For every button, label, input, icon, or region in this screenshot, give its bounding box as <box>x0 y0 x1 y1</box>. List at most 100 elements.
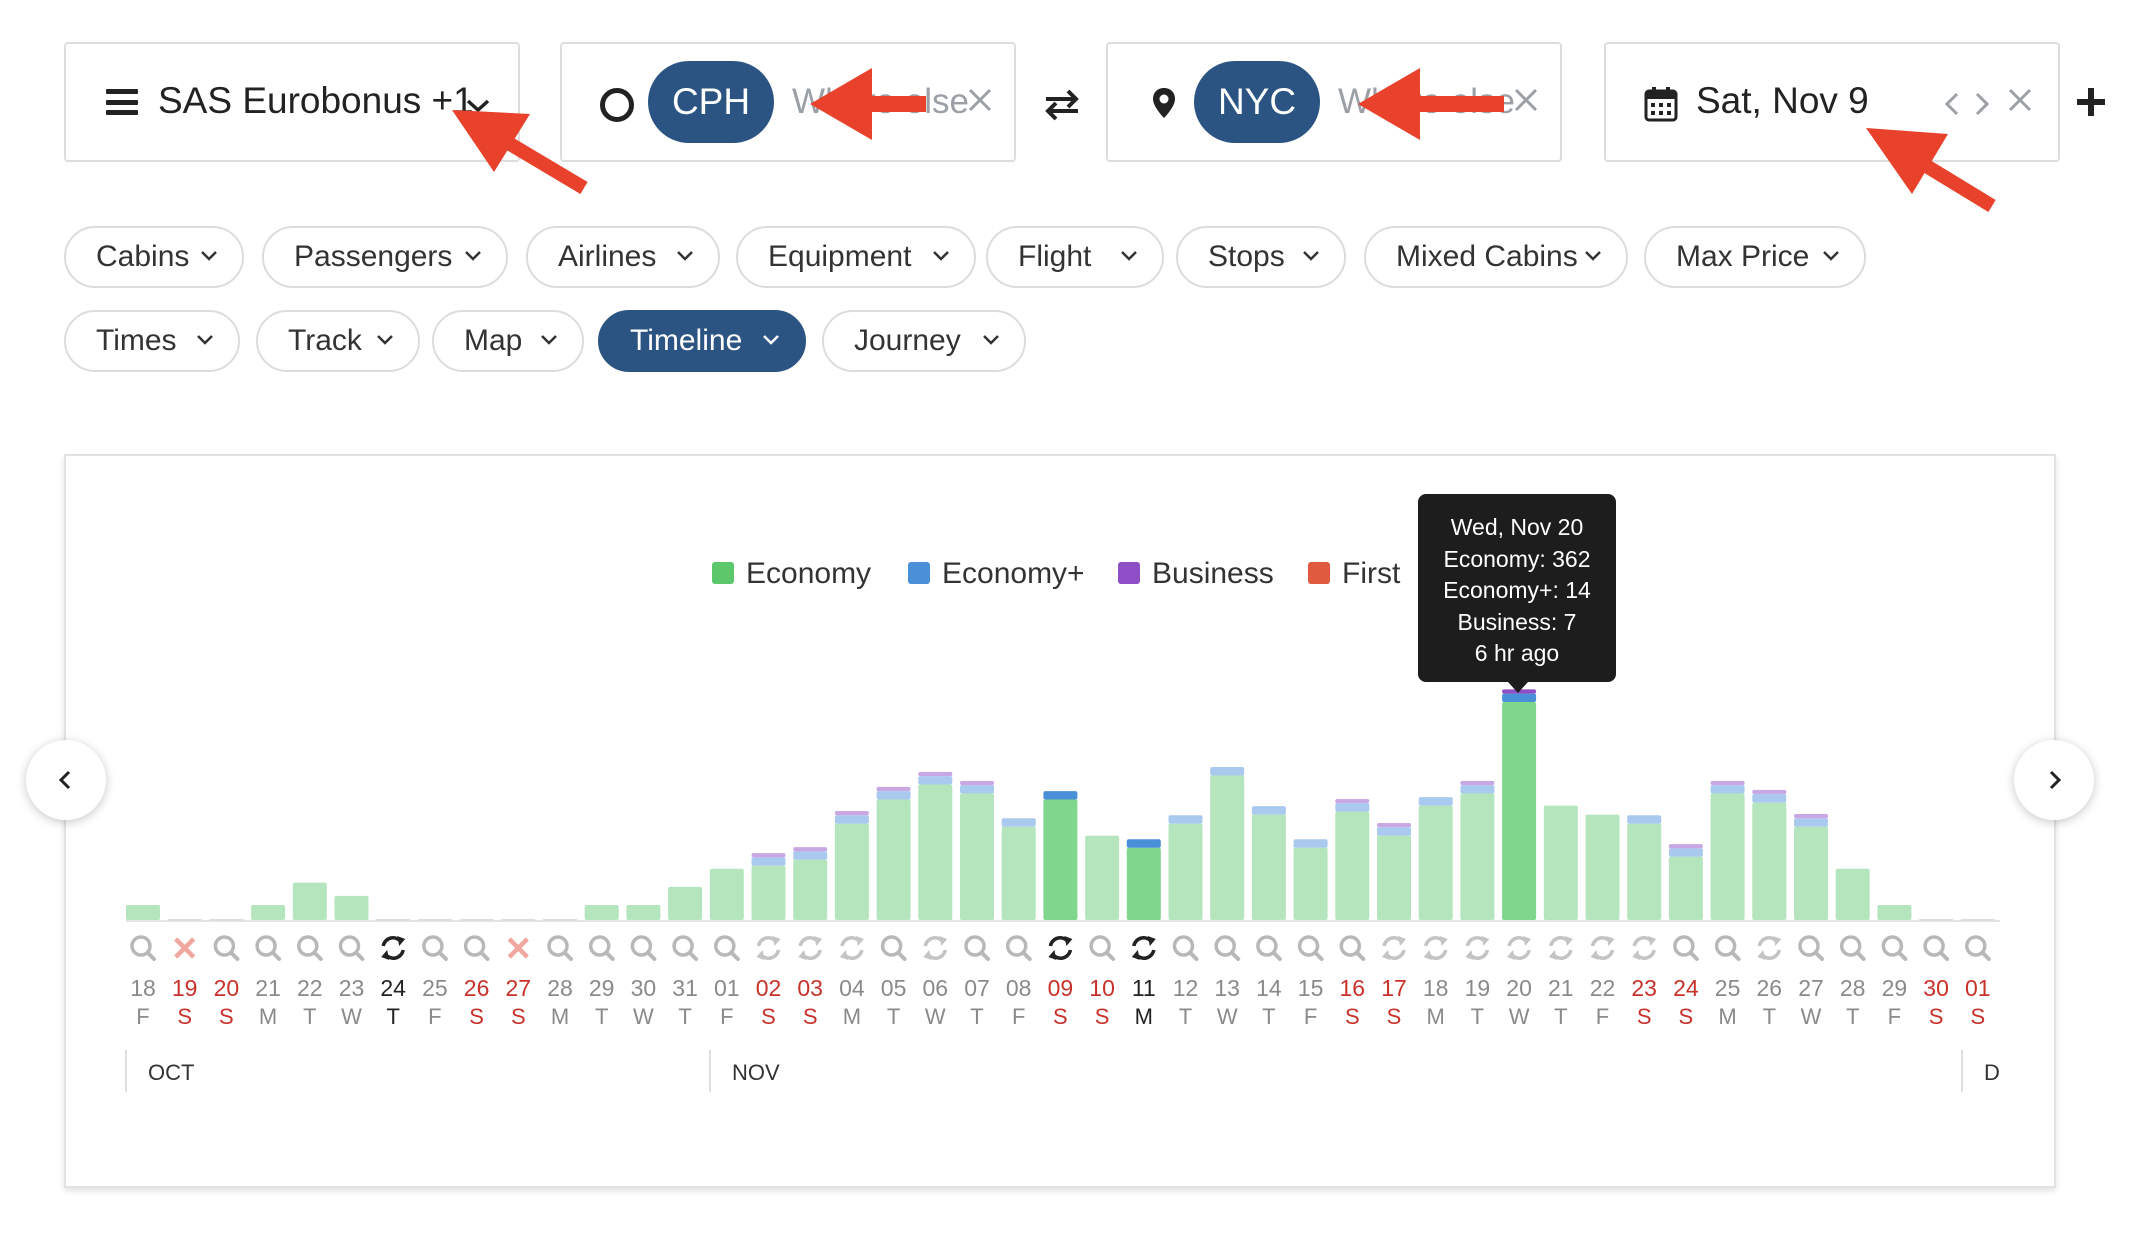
search-icon[interactable] <box>588 935 611 957</box>
bar-segment-economy[interactable] <box>1001 826 1036 920</box>
search-icon[interactable] <box>1798 935 1820 957</box>
date-field[interactable]: Sat, Nov 9 <box>1604 42 2060 162</box>
search-icon[interactable] <box>338 935 361 957</box>
timeline-date-label[interactable]: 28 <box>547 975 573 1001</box>
bar-segment-economy[interactable] <box>626 904 661 920</box>
bar-segment-economy[interactable] <box>334 895 369 920</box>
search-icon[interactable] <box>1839 935 1862 957</box>
bar-segment-economy-plus[interactable] <box>1668 848 1703 857</box>
search-icon[interactable] <box>130 935 152 957</box>
bar-segment-economy-plus[interactable] <box>1710 785 1745 794</box>
search-icon[interactable] <box>422 935 444 957</box>
bar-segment-economy[interactable] <box>793 859 828 920</box>
timeline-date-label[interactable]: 11 <box>1132 975 1156 1001</box>
bar-segment-economy[interactable] <box>292 882 327 920</box>
timeline-date-label[interactable]: 23 <box>339 975 365 1001</box>
bar-segment-business[interactable] <box>1668 844 1703 849</box>
bar-segment-economy[interactable] <box>1585 814 1620 920</box>
bar-segment-business[interactable] <box>793 847 828 852</box>
timeline-date-label[interactable]: 21 <box>1548 975 1574 1001</box>
bar-segment-economy-plus[interactable] <box>751 857 786 866</box>
timeline-date-label[interactable]: 09 <box>1048 975 1074 1001</box>
bar-segment-economy[interactable] <box>1460 793 1495 920</box>
bar-segment-business[interactable] <box>1335 798 1370 804</box>
bar-segment-economy-plus[interactable] <box>1418 797 1453 806</box>
timeline-date-label[interactable]: 08 <box>1006 975 1032 1001</box>
bar-segment-economy[interactable] <box>1668 856 1703 920</box>
bar-segment-economy[interactable] <box>1710 793 1745 920</box>
bar-segment-economy-plus[interactable] <box>1126 839 1161 848</box>
filter-chip-mixed-cabins[interactable]: Mixed Cabins <box>1364 226 1628 288</box>
bar-segment-economy[interactable] <box>834 823 869 920</box>
timeline-date-label[interactable]: 18 <box>1423 975 1449 1001</box>
search-icon[interactable] <box>672 935 694 957</box>
bar-segment-economy-plus[interactable] <box>1794 818 1828 827</box>
bar-segment-economy[interactable] <box>1835 868 1870 920</box>
timeline-date-label[interactable]: 06 <box>923 975 949 1001</box>
timeline-date-label[interactable]: 22 <box>1590 975 1616 1001</box>
timeline-date-label[interactable]: 10 <box>1089 975 1115 1001</box>
bar-segment-economy[interactable] <box>1126 847 1161 920</box>
bar-segment-economy[interactable] <box>1085 835 1120 920</box>
bar-segment-economy[interactable] <box>126 904 160 920</box>
filter-chip-passengers[interactable]: Passengers <box>262 226 508 288</box>
search-icon[interactable] <box>255 935 277 957</box>
timeline-date-label[interactable]: 20 <box>214 975 240 1001</box>
timeline-date-label[interactable]: 02 <box>756 975 782 1001</box>
timeline-date-label[interactable]: 04 <box>839 975 865 1001</box>
bar-segment-economy-plus[interactable] <box>1043 791 1078 800</box>
bar-segment-economy[interactable] <box>1877 904 1912 920</box>
bar-segment-business[interactable] <box>918 771 953 777</box>
timeline-date-label[interactable]: 25 <box>422 975 448 1001</box>
search-icon[interactable] <box>213 935 236 957</box>
timeline-date-label[interactable]: 21 <box>255 975 281 1001</box>
bar-segment-economy[interactable] <box>709 868 744 920</box>
filter-chip-stops[interactable]: Stops <box>1176 226 1346 288</box>
timeline-date-label[interactable]: 19 <box>1465 975 1491 1001</box>
search-icon[interactable] <box>1965 935 1987 957</box>
bar-segment-business[interactable] <box>1752 789 1787 795</box>
bar-segment-economy[interactable] <box>1543 805 1578 920</box>
filter-chip-airlines[interactable]: Airlines <box>526 226 720 288</box>
search-icon[interactable] <box>1714 935 1737 957</box>
bar-segment-economy-plus[interactable] <box>1168 815 1203 824</box>
search-icon[interactable] <box>1089 935 1111 957</box>
search-icon[interactable] <box>1214 935 1236 957</box>
bar-segment-economy-plus[interactable] <box>1627 815 1662 824</box>
bar-segment-business[interactable] <box>876 786 911 792</box>
legend-item-business[interactable]: Business <box>1118 556 1274 590</box>
search-icon[interactable] <box>297 935 319 957</box>
bar-segment-economy[interactable] <box>1251 814 1286 920</box>
prev-date-icon[interactable] <box>1944 92 1960 116</box>
timeline-next-button[interactable] <box>2014 740 2094 820</box>
bar-segment-economy[interactable] <box>1794 826 1828 920</box>
timeline-date-label[interactable]: 28 <box>1840 975 1866 1001</box>
origin-field[interactable]: CPH Where else <box>560 42 1016 162</box>
filter-chip-journey[interactable]: Journey <box>822 310 1026 372</box>
timeline-date-label[interactable]: 30 <box>1923 975 1949 1001</box>
bar-segment-economy-plus[interactable] <box>960 785 994 794</box>
bar-segment-business[interactable] <box>751 853 786 858</box>
bar-segment-economy-plus[interactable] <box>918 776 953 785</box>
bar-segment-business[interactable] <box>1794 814 1828 819</box>
search-icon[interactable] <box>1172 935 1195 957</box>
timeline-date-label[interactable]: 16 <box>1340 975 1366 1001</box>
timeline-date-label[interactable]: 22 <box>297 975 323 1001</box>
clear-destination-icon[interactable] <box>1512 86 1540 114</box>
search-icon[interactable] <box>1339 935 1362 957</box>
timeline-date-label[interactable]: 26 <box>1757 975 1783 1001</box>
bar-segment-economy-plus[interactable] <box>1377 827 1411 836</box>
search-icon[interactable] <box>630 935 653 957</box>
filter-chip-flight[interactable]: Flight <box>986 226 1164 288</box>
timeline-date-label[interactable]: 27 <box>506 975 532 1001</box>
timeline-date-label[interactable]: 05 <box>881 975 907 1001</box>
program-selector[interactable]: SAS Eurobonus +1 <box>64 42 520 162</box>
destination-chip[interactable]: NYC <box>1194 61 1320 143</box>
bar-segment-economy[interactable] <box>1752 802 1787 920</box>
bar-segment-economy[interactable] <box>1293 847 1328 920</box>
bar-segment-economy-plus[interactable] <box>1335 803 1370 812</box>
filter-chip-track[interactable]: Track <box>256 310 420 372</box>
origin-chip[interactable]: CPH <box>648 61 774 143</box>
timeline-date-label[interactable]: 15 <box>1298 975 1324 1001</box>
filter-chip-map[interactable]: Map <box>432 310 584 372</box>
